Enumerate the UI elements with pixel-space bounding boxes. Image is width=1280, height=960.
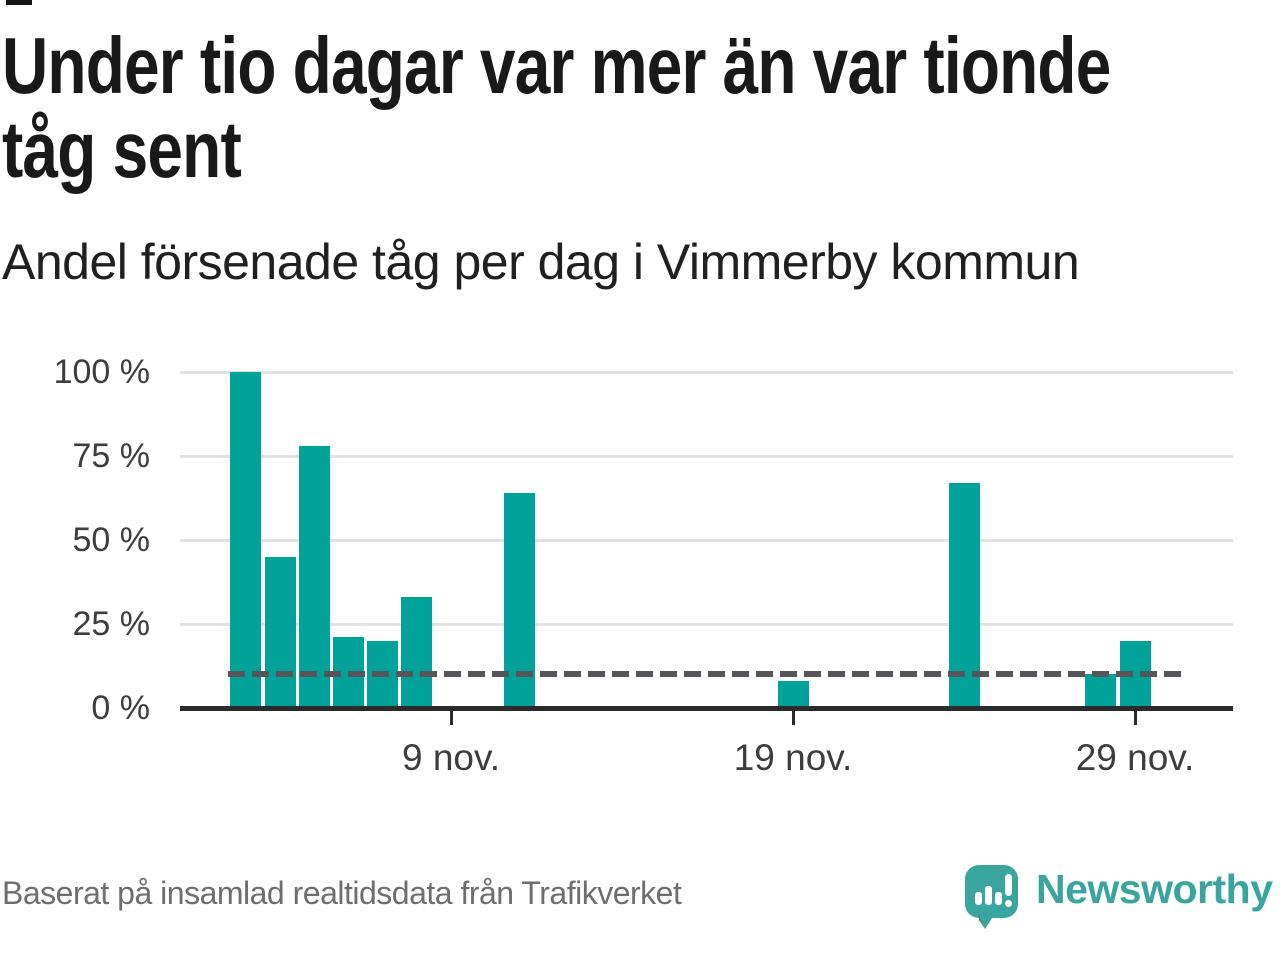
y-tick-label-50: 50 % bbox=[72, 521, 151, 559]
reference-line-10pct bbox=[228, 671, 1187, 678]
gridline-50 bbox=[180, 538, 1233, 542]
bar-day-8 bbox=[401, 597, 433, 708]
x-tick-29 bbox=[1133, 709, 1137, 725]
x-tick-label-29: 29 nov. bbox=[1075, 737, 1195, 778]
newsworthy-logo: Newsworthy bbox=[964, 864, 1273, 930]
crop-mark bbox=[6, 0, 32, 5]
x-tick-19 bbox=[791, 709, 795, 725]
bar-day-3 bbox=[230, 372, 262, 708]
page-title: Under tio dagar var mer än var tionde tå… bbox=[2, 24, 1280, 192]
bar-day-24 bbox=[948, 482, 980, 708]
y-tick-label-100: 100 % bbox=[53, 353, 150, 391]
chart-subtitle: Andel försenade tåg per dag i Vimmerby k… bbox=[2, 234, 1080, 290]
x-tick-label-19: 19 nov. bbox=[733, 737, 853, 778]
bar-day-5 bbox=[298, 445, 330, 708]
source-note: Baserat på insamlad realtidsdata från Tr… bbox=[2, 875, 682, 911]
newsworthy-bubble-icon bbox=[965, 865, 1018, 929]
y-tick-label-25: 25 % bbox=[72, 605, 151, 643]
gridline-25 bbox=[180, 622, 1233, 626]
title-line-2: tåg sent bbox=[2, 105, 242, 194]
title-line-1: Under tio dagar var mer än var tionde bbox=[2, 21, 1111, 110]
bar-day-4 bbox=[264, 556, 296, 708]
y-tick-label-75: 75 % bbox=[72, 437, 151, 475]
bar-day-19 bbox=[777, 681, 809, 708]
x-tick-9 bbox=[449, 709, 453, 725]
x-axis-line bbox=[180, 706, 1233, 711]
gridline-75 bbox=[180, 454, 1233, 458]
x-tick-label-9: 9 nov. bbox=[401, 737, 501, 778]
y-tick-label-0: 0 % bbox=[91, 689, 150, 727]
gridline-100 bbox=[180, 370, 1233, 374]
brand-name: Newsworthy bbox=[1036, 866, 1273, 912]
bar-day-28 bbox=[1085, 674, 1117, 708]
